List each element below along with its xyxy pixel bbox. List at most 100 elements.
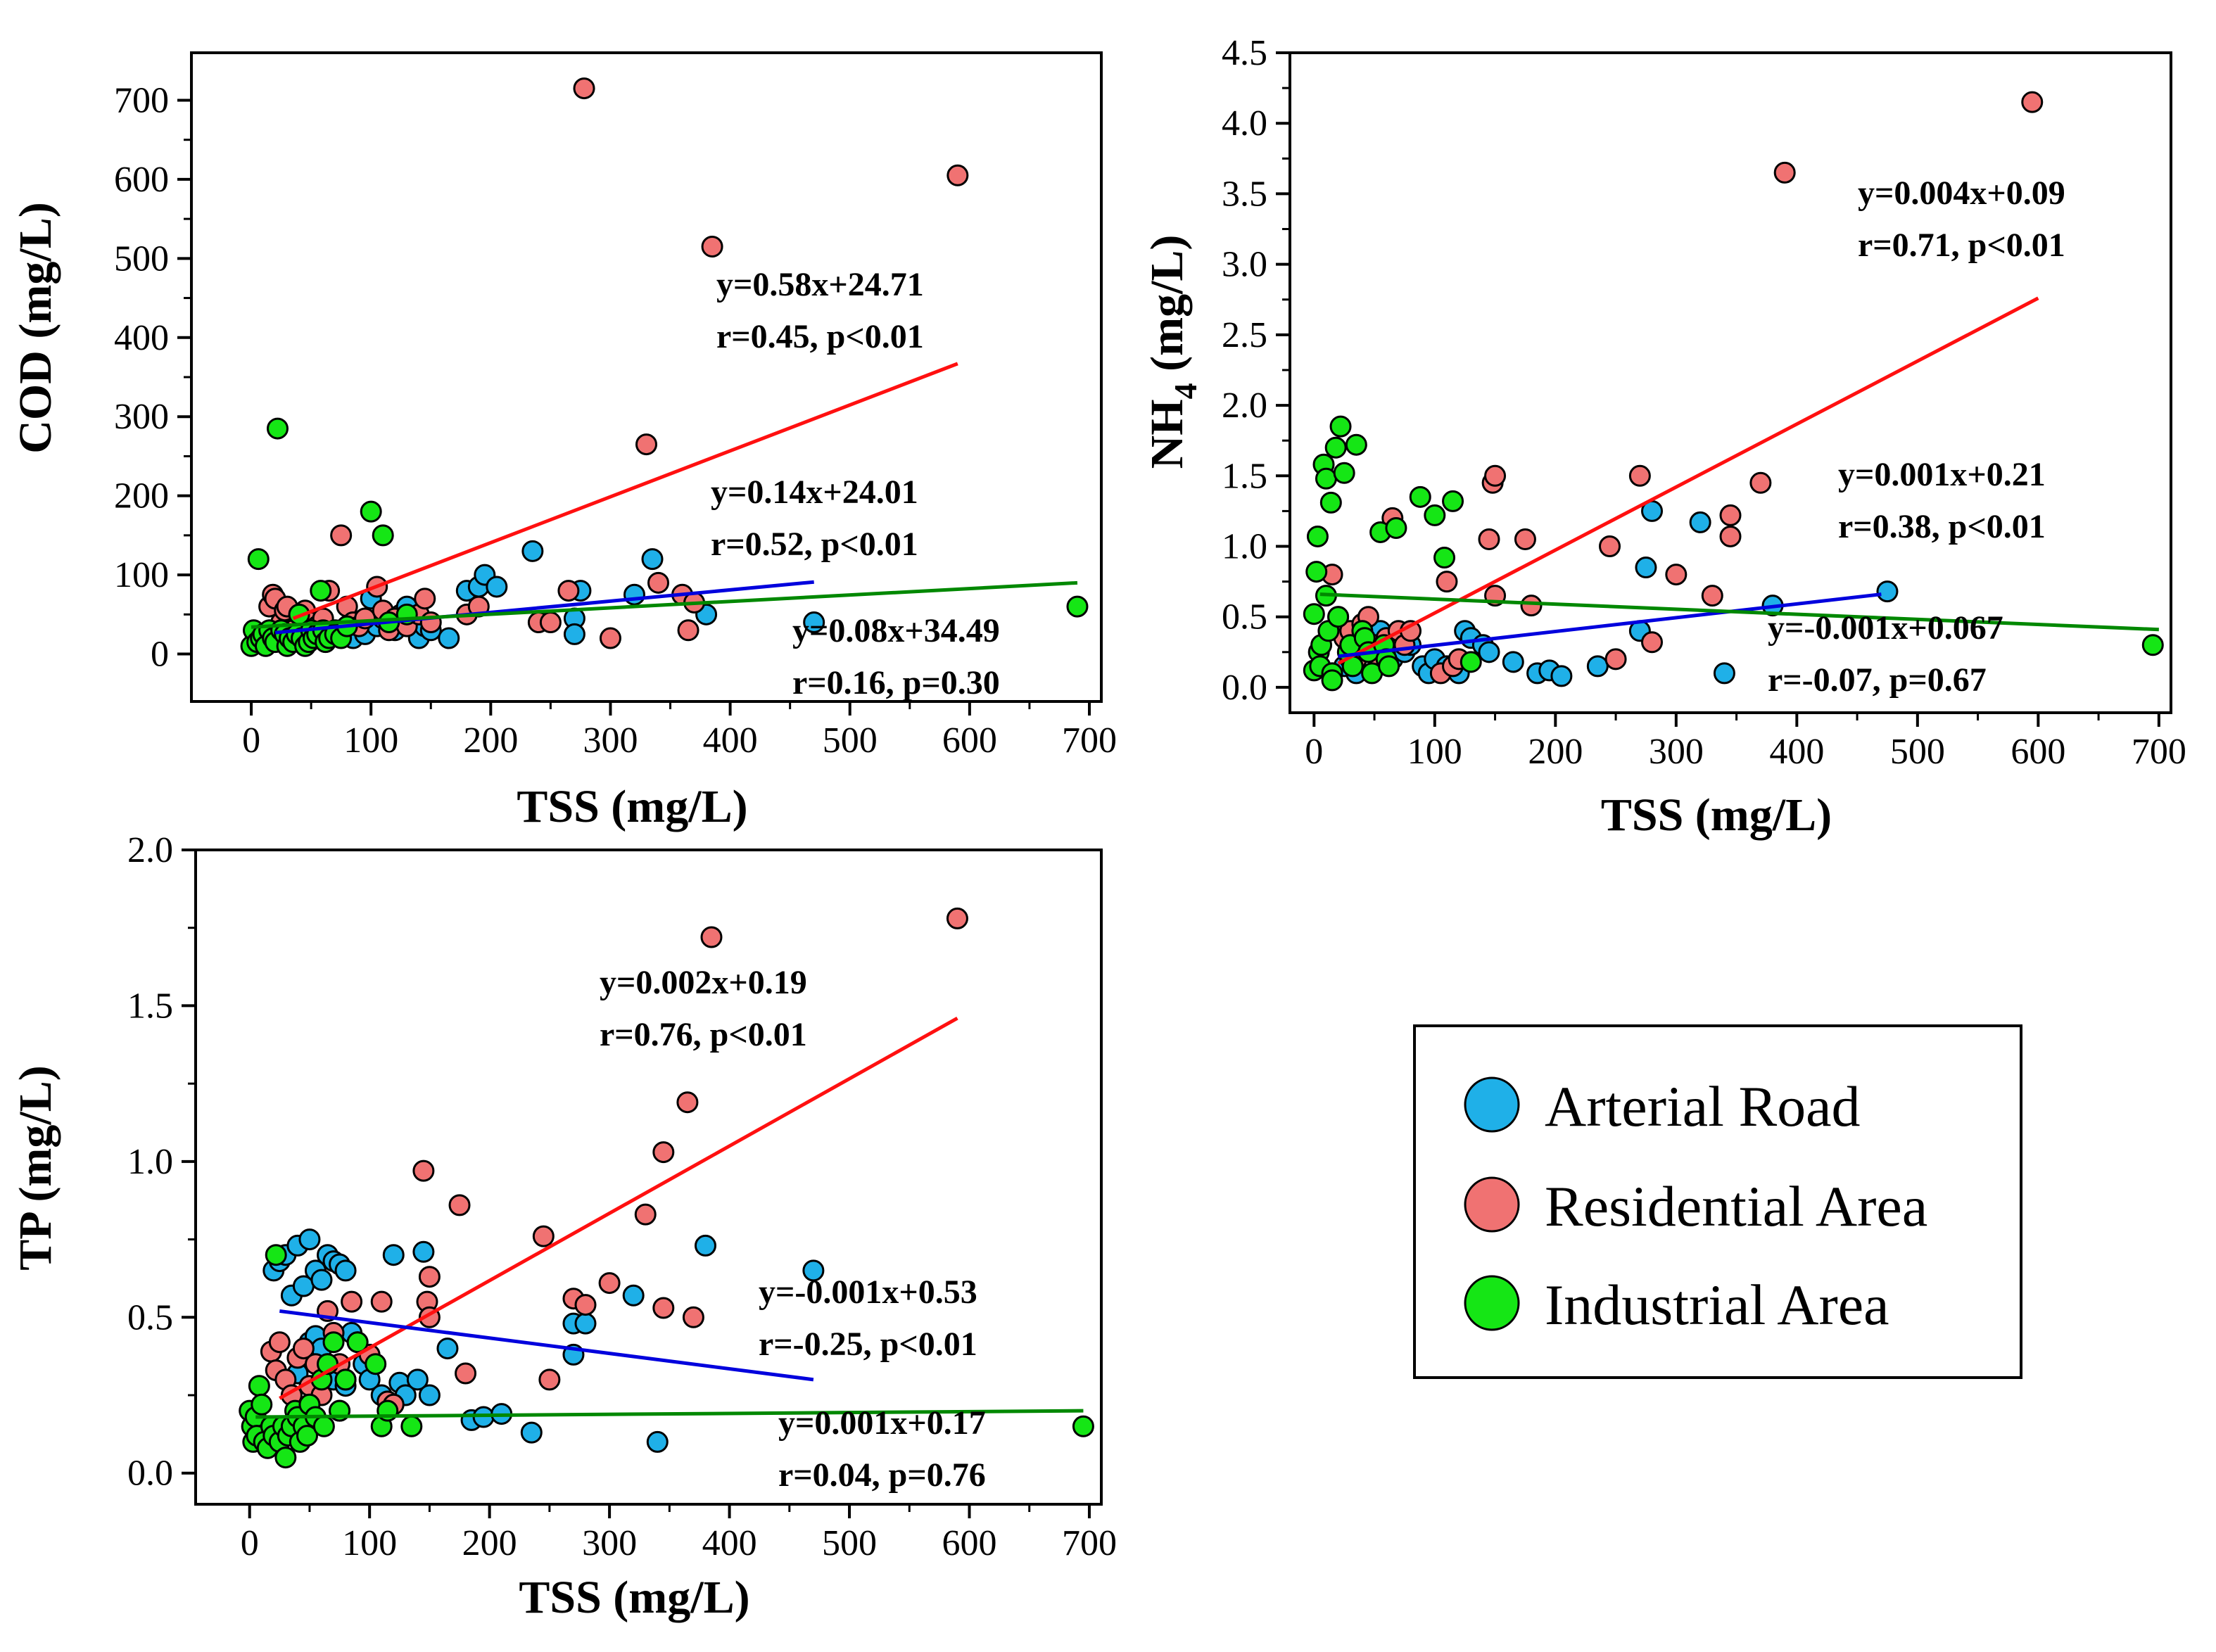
arterial-regression-equation: y=0.14x+24.01 [711,474,918,511]
x-tick-label: 0 [1305,732,1323,772]
industrial-point [1072,1415,1094,1437]
residential-point [557,580,580,602]
arterial-point [436,1338,459,1360]
residential-point [599,627,621,649]
residential-point [1641,631,1664,654]
industrial-point [334,1368,357,1391]
arterial-regression-equation: y=-0.001x+0.53 [759,1273,977,1311]
residential-point [1719,525,1742,547]
residential-point [634,1203,657,1226]
residential-point [1478,528,1500,550]
x-tick-label: 700 [2132,732,2186,772]
industrial-point [1324,436,1347,459]
legend: Arterial Road Residential Area Industria… [1413,1024,2022,1379]
industrial-point [2141,634,2164,656]
arterial-point [1713,662,1735,685]
residential-fit-line [279,1016,958,1400]
arterial-point [641,548,664,571]
arterial-point [622,1284,645,1307]
y-tick-label: 4.5 [1222,33,1267,73]
plot-frame [1289,51,2172,714]
x-tick-label: 300 [582,1523,637,1563]
x-tick-label: 100 [1407,732,1462,772]
residential-point [292,1338,315,1360]
arterial-point [574,1312,597,1335]
arterial-point [520,1421,543,1444]
residential-point [1520,595,1543,617]
y-tick-label: 3.0 [1222,245,1267,285]
residential-point [330,524,353,547]
industrial-point [322,1331,345,1354]
industrial-point [296,1425,319,1447]
industrial-points [1303,415,2164,692]
industrial-regression-equation: y=0.08x+34.49 [792,612,1000,649]
residential-correlation-stat: r=0.71, p<0.01 [1858,227,2065,264]
industrial-point [1345,433,1367,456]
industrial-point [372,524,394,547]
industrial-point [1329,415,1352,438]
y-tick-label: 400 [114,318,169,358]
legend-marker-arterial [1464,1076,1520,1133]
industrial-point [1442,490,1464,512]
x-tick-label: 0 [241,1523,259,1563]
arterial-point [623,583,645,606]
residential-point [1701,585,1723,607]
y-tick-label: 2.5 [1222,315,1267,355]
x-tick-label: 500 [1890,732,1945,772]
y-tick-label: 2.0 [127,830,173,870]
x-tick-label: 600 [942,1523,996,1563]
industrial-point [1319,491,1342,514]
residential-point [418,1266,441,1288]
residential-point [1628,464,1651,487]
y-axis-title-unit: (mg/L) [1141,235,1193,383]
plot-frame [194,849,1103,1506]
industrial-point [1424,504,1446,526]
y-tick-label: 100 [114,555,169,595]
arterial-point [382,1244,405,1266]
y-tick-label: 700 [114,80,169,120]
arterial-fit-line [1338,592,1882,659]
residential-point [412,1159,435,1182]
residential-point [455,1362,477,1385]
x-tick-label: 700 [1062,1523,1117,1563]
y-tick-label: 0.5 [127,1297,173,1338]
residential-correlation-stat: r=0.45, p<0.01 [716,318,924,355]
x-tick-label: 200 [462,1523,517,1563]
y-tick-label: 4.0 [1222,103,1267,144]
x-tick-label: 400 [702,1523,757,1563]
residential-regression-equation: y=0.002x+0.19 [600,964,807,1001]
residential-point [1665,564,1688,586]
y-tick-label: 0.0 [127,1454,173,1494]
industrial-fit-line [1319,592,2159,632]
arterial-point [412,1240,435,1263]
industrial-point [274,1447,297,1469]
y-tick-label: 600 [114,160,169,200]
industrial-fit-line [251,580,1078,629]
x-tick-label: 500 [823,720,878,761]
residential-point [574,1294,597,1316]
industrial-point [251,1393,273,1416]
residential-point [573,77,595,100]
x-tick-label: 500 [822,1523,877,1563]
industrial-point [247,548,270,571]
x-tick-label: 400 [1769,732,1824,772]
x-axis-title: TSS (mg/L) [1601,789,1832,841]
legend-label-residential: Residential Area [1545,1174,1927,1238]
industrial-correlation-stat: r=0.04, p=0.76 [778,1456,986,1494]
residential-point [414,587,436,610]
residential-point [448,1194,471,1216]
residential-point [700,926,723,948]
residential-point [946,907,968,929]
arterial-point [310,1269,333,1291]
arterial-point [334,1259,357,1282]
industrial-point [360,500,382,523]
residential-point [682,1306,704,1328]
residential-point [598,1272,621,1295]
industrial-point [1305,561,1328,583]
arterial-point [298,1228,321,1251]
y-tick-label: 3.5 [1222,174,1267,214]
x-tick-label: 200 [1528,732,1583,772]
arterial-fit-line [279,1309,814,1382]
residential-fit-line [1337,296,2039,666]
industrial-point [346,1331,369,1354]
